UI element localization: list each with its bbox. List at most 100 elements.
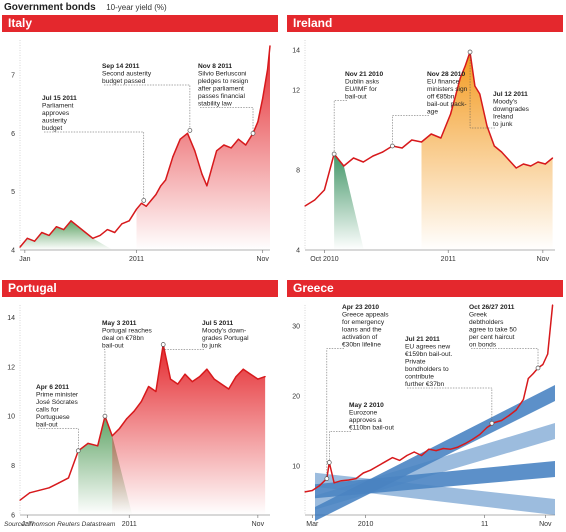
- greece-annotation-text: agree to take 50: [469, 327, 517, 334]
- ireland-data-point: [440, 137, 442, 139]
- italy-fill-secondary: [20, 220, 113, 250]
- italy-data-point: [216, 150, 218, 152]
- greece-data-point: [522, 398, 525, 401]
- italy-annotation-leader: [44, 131, 145, 201]
- portugal-annotation-text: Moody's down-: [202, 328, 246, 335]
- portugal-annotation-text: José Sócrates: [36, 399, 78, 406]
- portugal-data-point: [242, 368, 244, 370]
- portugal-annotation-leader: [38, 428, 79, 451]
- portugal-ytick-label: 6: [11, 513, 15, 520]
- greece-annotation-text: approves a: [349, 417, 382, 424]
- italy-panel-title: Italy: [2, 15, 278, 32]
- greece-annotation-text: bondholders to: [405, 366, 449, 373]
- portugal-data-point: [199, 376, 201, 378]
- chart-subtitle: 10-year yield (%): [106, 3, 167, 12]
- italy-data-point: [262, 97, 264, 99]
- ireland-data-point: [544, 163, 546, 165]
- ireland-annotation-text: ministers sign: [427, 86, 468, 93]
- ireland-annotation-text: downgrades: [493, 106, 530, 113]
- italy-data-point: [155, 193, 157, 196]
- greece-annotation-text: on bonds: [469, 342, 497, 349]
- greece-flag-stripes: [315, 385, 555, 521]
- ireland-annotation-leader: [469, 52, 495, 129]
- portugal-data-point: [264, 376, 266, 378]
- portugal-data-point: [29, 492, 31, 494]
- portugal-xtick-label: Jan: [22, 521, 33, 528]
- italy-data-point: [128, 220, 130, 222]
- ireland-ytick-label: 14: [292, 48, 300, 55]
- italy-data-point: [230, 147, 232, 149]
- ireland-data-point: [304, 205, 306, 207]
- ireland-annotation-text: EU finance: [427, 79, 460, 86]
- ireland-annotation-leader: [392, 115, 429, 146]
- italy-data-point: [266, 68, 269, 70]
- portugal-annotation-leader: [104, 349, 106, 417]
- greece-data-point: [318, 485, 321, 487]
- portugal-data-point: [58, 482, 60, 484]
- greece-annotation-text: Private: [405, 359, 426, 366]
- portugal-data-point: [249, 373, 252, 375]
- ireland-data-point: [352, 157, 355, 159]
- ireland-panel-title: Ireland: [287, 15, 563, 32]
- portugal-data-point: [38, 489, 41, 491]
- ireland-data-point: [551, 157, 554, 159]
- greece-xtick-label: Nov: [539, 521, 552, 528]
- greece-xtick-label: 11: [481, 521, 488, 528]
- italy-xtick-label: Jan: [19, 256, 30, 263]
- italy-annotation-text: Second austerity: [102, 71, 152, 78]
- ireland-xtick-label: 2011: [441, 256, 456, 263]
- italy-annotation-marker: [187, 128, 193, 133]
- ireland-ytick-label: 4: [296, 248, 300, 255]
- portugal-annotation-text: deal on €78bn: [102, 335, 144, 342]
- portugal-annotation-text: grades Portugal: [202, 335, 249, 342]
- greece-ytick-label: 20: [292, 394, 300, 401]
- italy-ytick-label: 5: [11, 189, 15, 196]
- ireland-data-point: [450, 113, 452, 115]
- ireland-data-point: [522, 163, 525, 165]
- ireland-annotation-marker: [390, 143, 395, 149]
- italy-data-point: [84, 231, 87, 234]
- greece-data-point: [450, 448, 452, 450]
- italy-data-point: [92, 237, 94, 239]
- greece-data-point: [420, 454, 423, 457]
- portugal-ytick-label: 8: [11, 463, 15, 470]
- ireland-annotation-text: Moody's: [493, 99, 518, 106]
- italy-annotation-text: austerity: [42, 118, 68, 125]
- greece-data-point: [532, 373, 534, 375]
- greece-xtick-label: 2010: [358, 521, 374, 528]
- italy-annotation-text: after parliament: [198, 86, 244, 93]
- ireland-annotation-text: bail-out: [345, 94, 367, 101]
- italy-data-point: [145, 205, 147, 207]
- italy-xtick-label: 2011: [129, 256, 144, 263]
- greece-data-point: [508, 415, 510, 417]
- italy-data-point: [237, 138, 240, 140]
- portugal-annotation-marker: [75, 448, 81, 454]
- portugal-annotation-date: Jul 5 2011: [202, 320, 233, 327]
- greece-data-point: [333, 482, 335, 484]
- portugal-xtick-label: 2011: [122, 521, 137, 528]
- ireland-panel: Ireland 4 8 12 14 Oct 2010 2011 Nov Nov 21 2010…: [287, 15, 563, 267]
- ireland-data-point: [501, 151, 503, 153]
- greece-data-point: [377, 465, 379, 467]
- ireland-data-point: [323, 189, 326, 191]
- italy-data-point: [114, 231, 116, 234]
- italy-data-point: [33, 240, 36, 242]
- greece-annotation-text: for emergency: [342, 319, 385, 326]
- ireland-annotation-marker: [331, 151, 337, 157]
- greece-annotation-text: €110bn bail-out: [349, 425, 394, 432]
- portugal-ytick-label: 10: [7, 414, 15, 421]
- portugal-data-point: [140, 400, 142, 402]
- italy-data-point: [106, 228, 108, 231]
- portugal-data-point: [126, 418, 128, 420]
- portugal-data-point: [191, 380, 193, 383]
- italy-data-point: [121, 223, 123, 225]
- ireland-data-point: [486, 125, 488, 127]
- italy-data-point: [48, 234, 50, 237]
- greece-data-point: [515, 409, 517, 411]
- italy-annotation-date: Nov 8 2011: [198, 63, 232, 70]
- greece-panel-title: Greece: [287, 280, 563, 297]
- portugal-data-point: [228, 388, 230, 390]
- italy-data-point: [179, 138, 181, 140]
- portugal-xtick-label: Nov: [252, 521, 265, 528]
